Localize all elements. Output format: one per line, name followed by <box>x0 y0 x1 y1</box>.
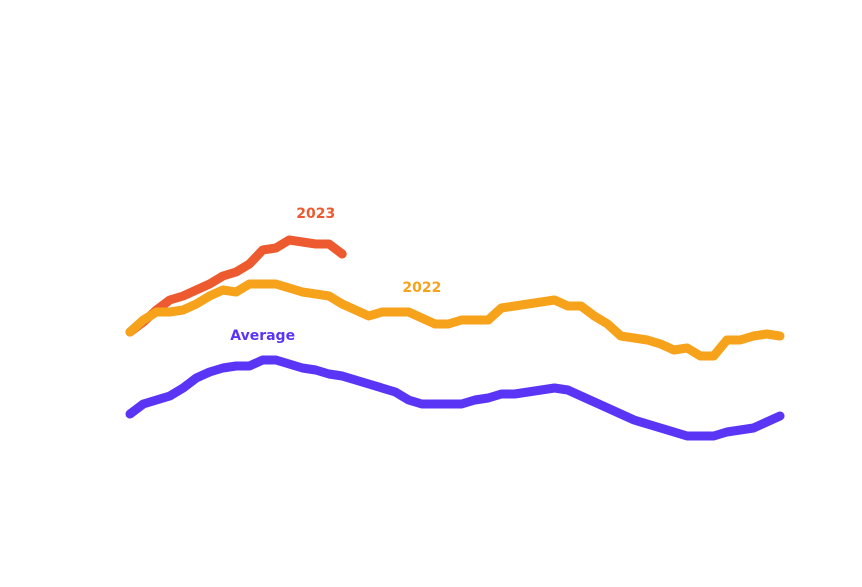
series-label: Average <box>230 328 295 344</box>
series-line <box>125 355 785 441</box>
series-label: 2023 <box>296 206 335 222</box>
series-line <box>125 279 785 361</box>
series-line <box>125 235 347 337</box>
series-label: 2022 <box>402 280 441 296</box>
